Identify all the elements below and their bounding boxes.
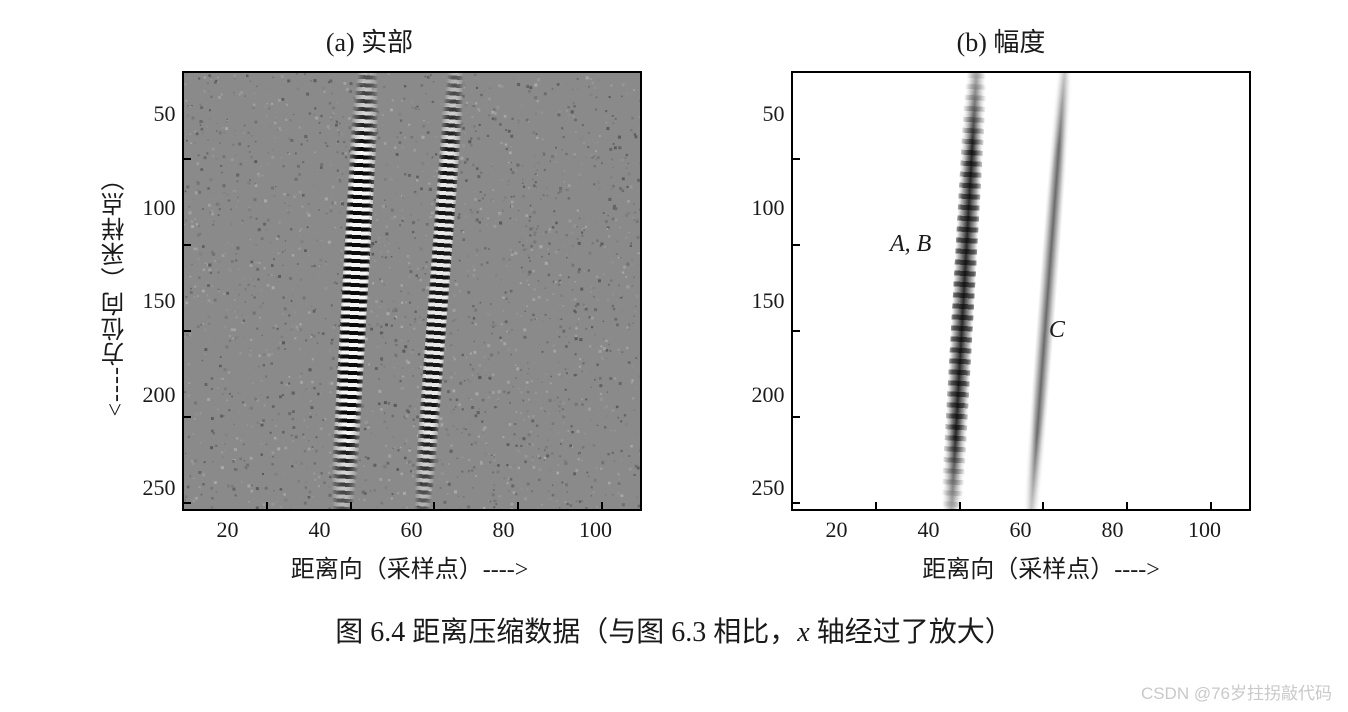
xtick: 20	[182, 517, 274, 543]
ytick: 200	[143, 382, 176, 408]
xtick: 60	[366, 517, 458, 543]
annotation: C	[1049, 317, 1065, 344]
ytick: 100	[752, 195, 785, 221]
panel-a-ylabel: <----方位向（采样点）	[98, 166, 133, 417]
panel-b-plot-row: 50 100 150 200 250 A, B C	[752, 71, 1251, 511]
xtick: 100	[1159, 517, 1251, 543]
figure-caption: 图 6.4 距离压缩数据（与图 6.3 相比，x 轴经过了放大）	[0, 610, 1348, 650]
ytick: 250	[143, 475, 176, 501]
panel-b-xlabel: 距离向（采样点）---->	[922, 549, 1160, 584]
panel-a-plot	[182, 71, 642, 511]
ytick: 250	[752, 475, 785, 501]
xtick: 60	[975, 517, 1067, 543]
annotation: A, B	[890, 231, 931, 258]
ytick: 100	[143, 195, 176, 221]
ytick: 50	[752, 101, 785, 127]
xtick: 40	[883, 517, 975, 543]
caption-italic: x	[797, 617, 809, 648]
panel-b-plot: A, B C	[791, 71, 1251, 511]
ytick: 150	[752, 288, 785, 314]
panel-b-title: (b) 幅度	[957, 22, 1046, 59]
xtick: 80	[1067, 517, 1159, 543]
watermark: CSDN @76岁拄拐敲代码	[1141, 679, 1332, 704]
ytick: 200	[752, 382, 785, 408]
figure-container: (a) 实部 <----方位向（采样点） 50 100 150 200 250 …	[0, 0, 1348, 584]
panel-a-yticks: 50 100 150 200 250	[143, 71, 182, 511]
panel-a-xlabel: 距离向（采样点）---->	[291, 549, 529, 584]
panel-b-xticks: 20 40 60 80 100	[791, 511, 1251, 543]
panel-b-yticks: 50 100 150 200 250	[752, 71, 791, 511]
xtick: 100	[550, 517, 642, 543]
ytick: 150	[143, 288, 176, 314]
panel-a-plot-row: <----方位向（采样点） 50 100 150 200 250	[98, 71, 642, 511]
xtick: 40	[274, 517, 366, 543]
caption-prefix: 图 6.4 距离压缩数据（与图 6.3 相比，	[335, 617, 797, 648]
ytick: 50	[143, 101, 176, 127]
xtick: 20	[791, 517, 883, 543]
xtick: 80	[458, 517, 550, 543]
caption-suffix: 轴经过了放大）	[810, 617, 1013, 648]
panel-a: (a) 实部 <----方位向（采样点） 50 100 150 200 250 …	[98, 22, 642, 584]
panel-a-title: (a) 实部	[326, 22, 413, 59]
panel-a-xticks: 20 40 60 80 100	[182, 511, 642, 543]
panel-b: (b) 幅度 50 100 150 200 250 A, B C 20 40 60…	[752, 22, 1251, 584]
